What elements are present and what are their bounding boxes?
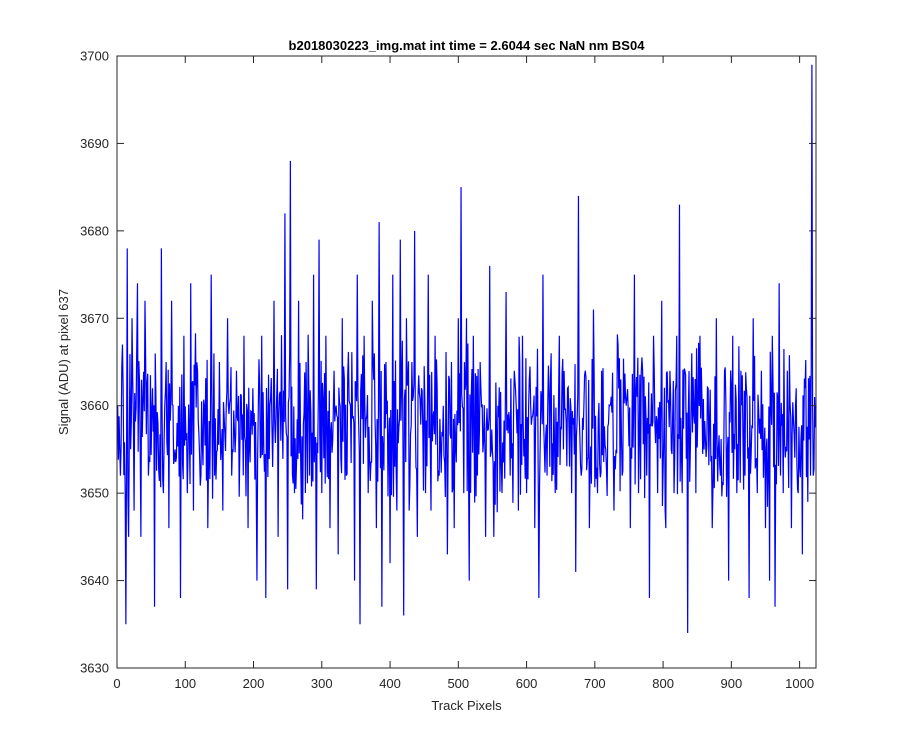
x-tick-label: 500 <box>447 676 469 691</box>
series-line-0 <box>117 64 817 634</box>
y-tick-label: 3680 <box>80 223 109 238</box>
x-tick-label: 700 <box>584 676 606 691</box>
x-tick-label: 0 <box>113 676 120 691</box>
x-tick-label: 400 <box>379 676 401 691</box>
y-tick-label: 3660 <box>80 398 109 413</box>
x-tick-label: 1000 <box>785 676 814 691</box>
x-axis-title: Track Pixels <box>431 698 502 713</box>
axes-layer: 0 100 200 300 400 500 600 700 800 900 1000 3630 3640… <box>80 49 817 691</box>
x-tick-label: 600 <box>516 676 538 691</box>
y-tick-label: 3650 <box>80 486 109 501</box>
axes-box <box>116 55 817 669</box>
y-tick-label: 3630 <box>80 661 109 676</box>
y-tick-label: 3700 <box>80 49 109 64</box>
y-axis-title: Signal (ADU) at pixel 637 <box>56 289 71 435</box>
y-tick-label: 3670 <box>80 311 109 326</box>
x-tick-label: 300 <box>311 676 333 691</box>
x-tick-label: 200 <box>243 676 265 691</box>
x-tick-label: 900 <box>721 676 743 691</box>
y-tick-label: 3690 <box>80 136 109 151</box>
x-tick-label: 100 <box>174 676 196 691</box>
x-tick-label: 800 <box>652 676 674 691</box>
y-tick-label: 3640 <box>80 573 109 588</box>
series-layer <box>117 64 817 634</box>
chart-title: b2018030223_img.mat int time = 2.6044 se… <box>289 38 646 53</box>
